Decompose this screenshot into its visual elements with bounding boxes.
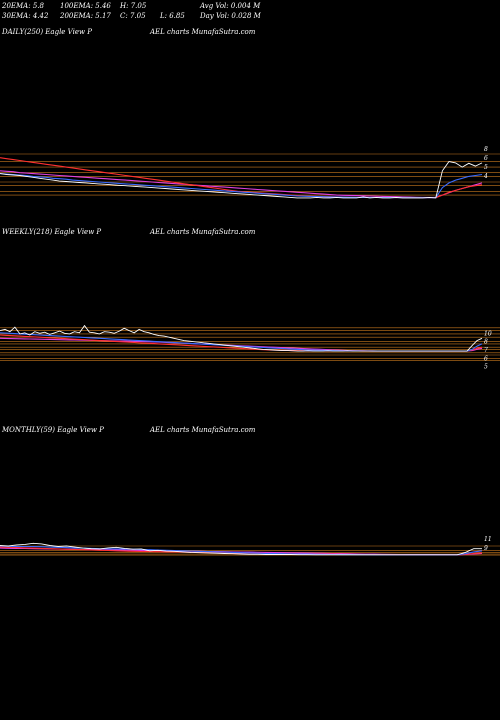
daily-ytick-label: 5 (484, 164, 488, 171)
monthly-ytick-label: 9 (484, 545, 488, 552)
daily-ytick-label: 6 (484, 155, 488, 162)
weekly-ytick-label: 5 (484, 364, 488, 371)
weekly-ytick-label: 10 (484, 330, 492, 337)
stats-header: 20EMA: 5.8 100EMA: 5.46 H: 7.05 Avg Vol:… (0, 0, 500, 22)
monthly-chart: 119 (0, 536, 500, 556)
stat-high: H: 7.05 (120, 2, 147, 10)
stat-avg-vol: Avg Vol: 0.004 M (200, 2, 261, 10)
weekly-chart: 10 876 5 (0, 325, 500, 371)
daily-ytick-label: 8 (484, 146, 488, 153)
daily-panel-site: AEL charts MunafaSutra.com (150, 28, 256, 36)
monthly-panel-title: MONTHLY(59) Eagle View P (2, 426, 104, 434)
weekly-ytick-label: 6 (484, 355, 488, 362)
daily-chart: 8 6 5 4 (0, 146, 500, 199)
daily-panel-title: DAILY(250) Eagle View P (2, 28, 92, 36)
monthly-panel-site: AEL charts MunafaSutra.com (150, 426, 256, 434)
weekly-panel-title: WEEKLY(218) Eagle View P (2, 228, 102, 236)
weekly-panel-site: AEL charts MunafaSutra.com (150, 228, 256, 236)
monthly-ytick-label: 11 (484, 536, 492, 543)
weekly-ytick-label: 8 (484, 339, 488, 346)
stat-ema100: 100EMA: 5.46 (60, 2, 111, 10)
stat-day-vol: Day Vol: 0.028 M (200, 12, 261, 20)
stat-low: L: 6.85 (160, 12, 185, 20)
stat-ema200: 200EMA: 5.17 (60, 12, 111, 20)
daily-ytick-label: 4 (483, 173, 488, 180)
daily-price-line (0, 160, 483, 199)
stat-close: C: 7.05 (120, 12, 146, 20)
stat-ema20: 20EMA: 5.8 (2, 2, 44, 10)
monthly-price-line (0, 542, 482, 556)
weekly-ema-slow-line (0, 337, 483, 352)
stat-ema30: 30EMA: 4.42 (2, 12, 49, 20)
weekly-price-line (0, 325, 483, 352)
daily-ema-slow-line (0, 170, 483, 198)
weekly-ytick-label: 7 (484, 347, 488, 354)
